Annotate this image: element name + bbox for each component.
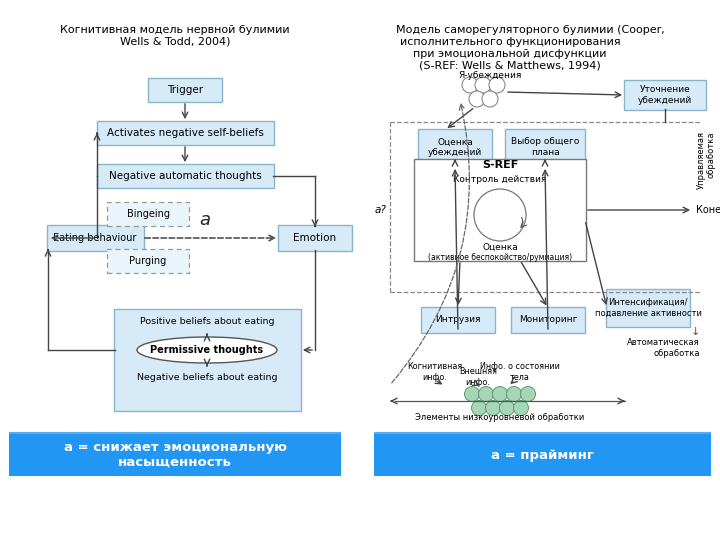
Circle shape [464,387,480,402]
Text: Negative automatic thoughts: Negative automatic thoughts [109,171,261,181]
Text: Автоматическая
обработка: Автоматическая обработка [627,338,700,357]
Text: Wells & Todd, 2004): Wells & Todd, 2004) [120,37,230,47]
Text: ↓: ↓ [690,327,700,337]
Circle shape [492,387,508,402]
Text: при эмоциональной дисфункции: при эмоциональной дисфункции [413,49,607,59]
Circle shape [485,401,500,415]
Circle shape [513,401,528,415]
Circle shape [489,77,505,93]
Text: Оценка: Оценка [482,242,518,252]
Text: a = снижает эмоциональную
насыщенность: a = снижает эмоциональную насыщенность [63,441,287,469]
FancyBboxPatch shape [107,249,189,273]
Text: Оценка
убеждений: Оценка убеждений [428,137,482,157]
Text: Emotion: Emotion [294,233,336,243]
FancyBboxPatch shape [421,307,495,333]
Text: (S-REF: Wells & Matthews, 1994): (S-REF: Wells & Matthews, 1994) [419,61,601,71]
FancyBboxPatch shape [107,202,189,226]
Circle shape [469,91,485,107]
Text: Permissive thoughts: Permissive thoughts [150,345,264,355]
Text: Мониторинг: Мониторинг [518,315,577,325]
Circle shape [474,189,526,241]
FancyBboxPatch shape [96,121,274,145]
FancyBboxPatch shape [414,159,586,261]
Text: Positive beliefs about eating: Positive beliefs about eating [140,318,274,327]
FancyBboxPatch shape [47,225,143,251]
FancyBboxPatch shape [9,434,341,476]
FancyBboxPatch shape [114,309,301,411]
Text: Activates negative self-beliefs: Activates negative self-beliefs [107,128,264,138]
Text: Negative beliefs about eating: Negative beliefs about eating [137,374,277,382]
FancyBboxPatch shape [418,129,492,165]
Text: Когнитивная
инфо.: Когнитивная инфо. [408,362,463,382]
Text: Модель саморегуляторного булимии (Cooper,: Модель саморегуляторного булимии (Cooper… [395,25,665,35]
Circle shape [521,387,536,402]
Text: Интрузия: Интрузия [436,315,481,325]
Circle shape [472,401,487,415]
Text: Уточнение
убеждений: Уточнение убеждений [638,85,692,105]
Text: Внешняя
инфо.: Внешняя инфо. [459,367,497,387]
Text: Контроль действия: Контроль действия [454,176,546,185]
Text: Eating behaviour: Eating behaviour [53,233,137,243]
Text: Bingeing: Bingeing [127,209,169,219]
Text: Когнитивная модель нервной булимии: Когнитивная модель нервной булимии [60,25,290,35]
Text: Элементы низкоуровневой обработки: Элементы низкоуровневой обработки [415,414,585,422]
Text: Я-убеждения: Я-убеждения [459,71,522,79]
Circle shape [462,77,478,93]
Circle shape [506,387,521,402]
FancyBboxPatch shape [511,307,585,333]
Ellipse shape [137,337,277,363]
FancyBboxPatch shape [505,129,585,165]
FancyBboxPatch shape [96,164,274,188]
Text: S-REF: S-REF [482,160,518,170]
FancyBboxPatch shape [624,80,706,110]
Text: Trigger: Trigger [167,85,203,95]
Text: (активное беспокойство/румиация): (активное беспокойство/румиация) [428,253,572,261]
Text: a?: a? [374,205,386,215]
Text: Конец: Конец [696,205,720,215]
FancyBboxPatch shape [374,434,711,476]
Text: a: a [199,211,210,229]
Text: Управляемая
обработка: Управляемая обработка [697,131,716,189]
Text: Интенсификация/
подавление активности: Интенсификация/ подавление активности [595,298,701,318]
Text: a = прайминг: a = прайминг [490,449,593,462]
Circle shape [500,401,515,415]
FancyBboxPatch shape [148,78,222,102]
Circle shape [479,387,493,402]
FancyBboxPatch shape [278,225,352,251]
Text: Purging: Purging [130,256,166,266]
Text: Инфо. о состоянии
тела: Инфо. о состоянии тела [480,362,560,382]
FancyBboxPatch shape [606,289,690,327]
Circle shape [475,77,491,93]
Text: исполнительного функционирования: исполнительного функционирования [400,37,621,47]
Text: Выбор общего
плана: Выбор общего плана [510,137,579,157]
Circle shape [482,91,498,107]
